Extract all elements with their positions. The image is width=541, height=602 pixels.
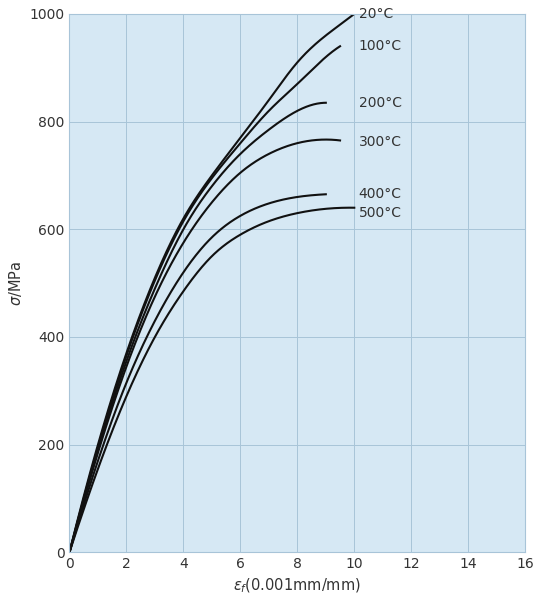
Text: 20°C: 20°C <box>359 7 393 21</box>
Text: 500°C: 500°C <box>359 206 401 220</box>
Y-axis label: $\sigma$/MPa: $\sigma$/MPa <box>7 261 24 306</box>
X-axis label: $\varepsilon_f$(0.001mm/mm): $\varepsilon_f$(0.001mm/mm) <box>233 577 361 595</box>
Text: 300°C: 300°C <box>359 134 401 149</box>
Text: 400°C: 400°C <box>359 187 401 201</box>
Text: 200°C: 200°C <box>359 96 401 110</box>
Text: 100°C: 100°C <box>359 39 401 53</box>
